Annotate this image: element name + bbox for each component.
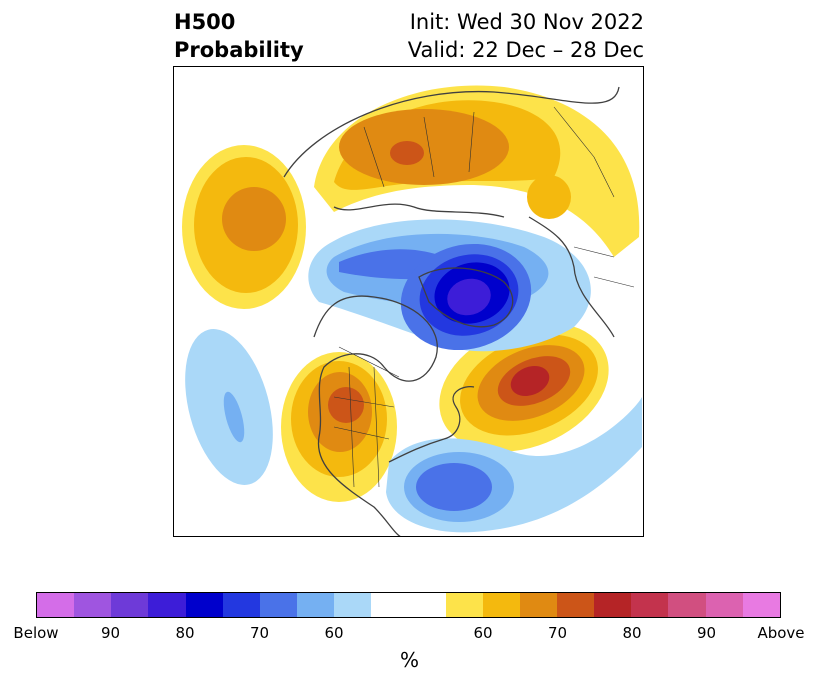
- pacific-ridge-70: [222, 187, 286, 251]
- colorbar-segment: [37, 593, 75, 617]
- east-us-trough-70: [416, 463, 492, 511]
- probability-colorbar: [36, 592, 781, 618]
- colorbar-tick-label: 70: [547, 624, 568, 642]
- colorbar-tick-label: 90: [696, 624, 717, 642]
- colorbar-segment: [631, 593, 669, 617]
- atlantic-ridge-80: [510, 366, 550, 396]
- colorbar-tick-label: 90: [100, 624, 121, 642]
- colorbar-segment: [556, 593, 595, 617]
- colorbar-tick-label: 70: [249, 624, 270, 642]
- map-title: H500 Probability: [174, 8, 304, 64]
- colorbar-tick-label: 60: [324, 624, 344, 642]
- colorbar-tick-label: 60: [473, 624, 493, 642]
- colorbar-tick-label: Above: [757, 624, 805, 642]
- colorbar-tick-label: 80: [622, 624, 642, 642]
- pacific-trough-65: [223, 391, 245, 443]
- siberia-coast: [283, 86, 620, 178]
- colorbar-segment: [111, 593, 149, 617]
- political-borders: [333, 106, 635, 488]
- colorbar-segment: [185, 593, 223, 617]
- colorbar-segment: [482, 593, 520, 617]
- eurasia-borders: [553, 106, 635, 288]
- us-state-borders: [333, 346, 400, 488]
- north-america-coast: [313, 295, 438, 536]
- colorbar-segment: [371, 593, 446, 617]
- probability-map: [173, 66, 644, 537]
- init-date: Init: Wed 30 Nov 2022: [409, 10, 644, 34]
- arctic-trough-85: [447, 278, 491, 316]
- coastlines: [283, 86, 620, 536]
- above-anomalies: [182, 85, 640, 502]
- colorbar-tick-label: 80: [175, 624, 195, 642]
- eurasia-ridge-70: [339, 109, 509, 185]
- greenland-coast: [418, 267, 514, 328]
- valid-range: Valid: 22 Dec – 28 Dec: [407, 38, 644, 62]
- colorbar-ticks: Below 90 80 70 60 60 70 80 90 Above: [0, 624, 819, 644]
- colorbar-segment: [334, 593, 372, 617]
- colorbar-segment: [74, 593, 112, 617]
- colorbar-segment: [668, 593, 706, 617]
- title-line-2: Probability: [174, 38, 304, 62]
- forecast-dates: Init: Wed 30 Nov 2022 Valid: 22 Dec – 28…: [408, 8, 644, 64]
- colorbar-segment: [742, 593, 780, 617]
- colorbar-segment: [594, 593, 632, 617]
- eurasia-ridge-75: [390, 141, 424, 165]
- colorbar-segment: [222, 593, 260, 617]
- colorbar-segment: [519, 593, 557, 617]
- east-asia-ridge: [527, 175, 571, 219]
- map-svg: [182, 85, 642, 536]
- colorbar-segment: [296, 593, 335, 617]
- colorbar-tick-label: Below: [13, 624, 59, 642]
- colorbar-segment: [259, 593, 297, 617]
- colorbar-segment: [445, 593, 483, 617]
- colorbar-unit-label: %: [399, 648, 419, 672]
- title-line-1: H500: [174, 10, 236, 34]
- west-na-ridge-75: [328, 387, 364, 423]
- russia-borders: [363, 111, 475, 188]
- arctic-coast: [333, 203, 505, 218]
- below-anomalies: [185, 219, 642, 533]
- colorbar-segment: [705, 593, 743, 617]
- europe-coast: [528, 216, 615, 338]
- east-coast: [388, 386, 475, 463]
- colorbar-segment: [148, 593, 186, 617]
